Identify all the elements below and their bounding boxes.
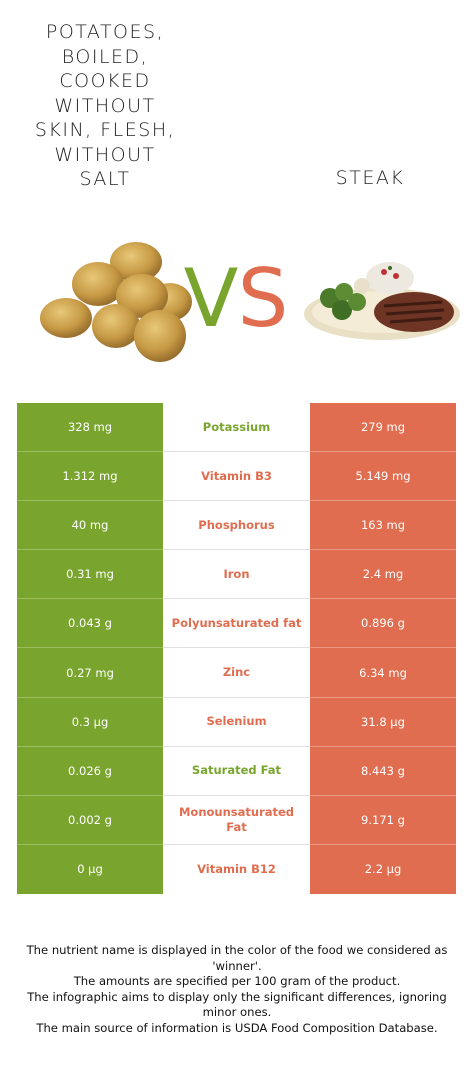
right-value-cell: 279 mg [310, 403, 456, 453]
nutrient-name-cell: Selenium [163, 697, 310, 747]
vs-v-letter: V [184, 256, 239, 336]
table-row: 0.31 mg Iron 2.4 mg [17, 550, 456, 600]
left-value-cell: 0.31 mg [17, 550, 163, 600]
footnotes: The nutrient name is displayed in the co… [14, 943, 460, 1036]
footnote-2: The amounts are specified per 100 gram o… [73, 974, 401, 988]
nutrient-name-cell: Vitamin B12 [163, 844, 310, 894]
right-food-title: STEAK [335, 167, 405, 189]
left-value-cell: 0 µg [17, 844, 163, 894]
left-value-cell: 0.27 mg [17, 648, 163, 698]
left-value-cell: 40 mg [17, 501, 163, 551]
right-value-cell: 0.896 g [310, 599, 456, 649]
right-value-cell: 8.443 g [310, 746, 456, 796]
left-value-cell: 0.043 g [17, 599, 163, 649]
left-value-cell: 0.026 g [17, 746, 163, 796]
table-row: 0.002 g Monounsaturated Fat 9.171 g [17, 795, 456, 845]
steak-image [304, 262, 460, 340]
nutrient-name-cell: Iron [163, 550, 310, 600]
right-value-cell: 2.2 µg [310, 844, 456, 894]
nutrient-name-cell: Polyunsaturated fat [163, 599, 310, 649]
table-row: 1.312 mg Vitamin B3 5.149 mg [17, 452, 456, 502]
left-value-cell: 328 mg [17, 403, 163, 453]
nutrient-comparison-table: 328 mg Potassium 279 mg 1.312 mg Vitamin B3 5… [17, 403, 456, 894]
right-value-cell: 9.171 g [310, 795, 456, 845]
left-food-title: POTATOES, BOILED, COOKED WITHOUT SKIN, FLESH… [34, 21, 176, 190]
nutrient-name-cell: Vitamin B3 [163, 452, 310, 502]
table-row: 0.27 mg Zinc 6.34 mg [17, 648, 456, 698]
footnote-1: The nutrient name is displayed in the co… [26, 943, 448, 973]
table-row: 0.026 g Saturated Fat 8.443 g [17, 746, 456, 796]
table-row: 0.3 µg Selenium 31.8 µg [17, 697, 456, 747]
nutrient-name-cell: Monounsaturated Fat [163, 795, 310, 845]
vs-s-letter: S [238, 256, 289, 336]
footnote-4: The main source of information is USDA F… [36, 1020, 438, 1035]
left-value-cell: 0.3 µg [17, 697, 163, 747]
right-value-cell: 5.149 mg [310, 452, 456, 502]
right-value-cell: 2.4 mg [310, 550, 456, 600]
right-value-cell: 6.34 mg [310, 648, 456, 698]
right-value-cell: 31.8 µg [310, 697, 456, 747]
table-row: 0 µg Vitamin B12 2.2 µg [17, 844, 456, 894]
nutrient-name-cell: Saturated Fat [163, 746, 310, 796]
left-value-cell: 0.002 g [17, 795, 163, 845]
potatoes-image [40, 242, 192, 362]
vs-logo: V S [184, 256, 289, 336]
nutrient-name-cell: Phosphorus [163, 501, 310, 551]
left-value-cell: 1.312 mg [17, 452, 163, 502]
right-value-cell: 163 mg [310, 501, 456, 551]
table-row: 40 mg Phosphorus 163 mg [17, 501, 456, 551]
table-row: 0.043 g Polyunsaturated fat 0.896 g [17, 599, 456, 649]
nutrient-name-cell: Zinc [163, 648, 310, 698]
nutrient-name-cell: Potassium [163, 403, 310, 453]
footnote-3: The infographic aims to display only the… [27, 989, 447, 1020]
table-row: 328 mg Potassium 279 mg [17, 403, 456, 453]
